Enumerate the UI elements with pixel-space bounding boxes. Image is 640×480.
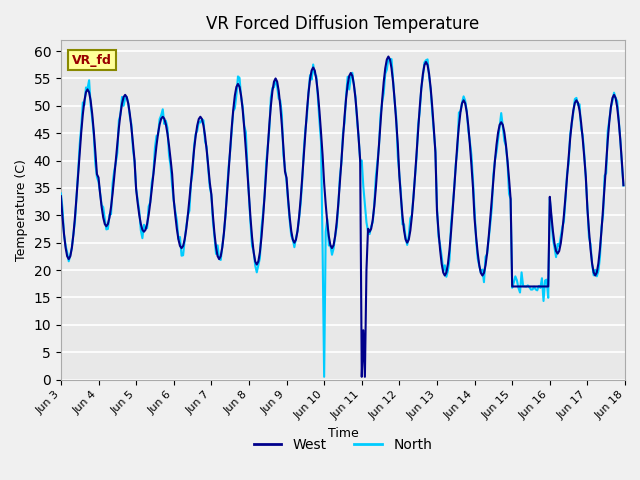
- Line: West: West: [61, 57, 623, 377]
- Legend: West, North: West, North: [248, 432, 438, 457]
- West: [591, 273, 599, 278]
- West: [303, 108, 311, 114]
- West: [126, 111, 134, 117]
- North: [57, 191, 65, 196]
- Text: VR_fd: VR_fd: [72, 54, 112, 67]
- North: [620, 182, 627, 188]
- North: [320, 374, 328, 380]
- Title: VR Forced Diffusion Temperature: VR Forced Diffusion Temperature: [206, 15, 479, 33]
- West: [385, 54, 392, 60]
- West: [225, 168, 232, 174]
- North: [126, 114, 134, 120]
- West: [57, 193, 65, 199]
- North: [303, 114, 311, 120]
- North: [225, 165, 232, 170]
- Y-axis label: Temperature (C): Temperature (C): [15, 159, 28, 261]
- North: [385, 56, 392, 61]
- North: [253, 269, 260, 275]
- West: [244, 168, 252, 174]
- X-axis label: Time: Time: [328, 427, 358, 440]
- North: [244, 163, 252, 168]
- West: [620, 182, 627, 188]
- North: [591, 267, 599, 273]
- West: [253, 262, 260, 267]
- West: [358, 374, 365, 380]
- Line: North: North: [61, 59, 623, 377]
